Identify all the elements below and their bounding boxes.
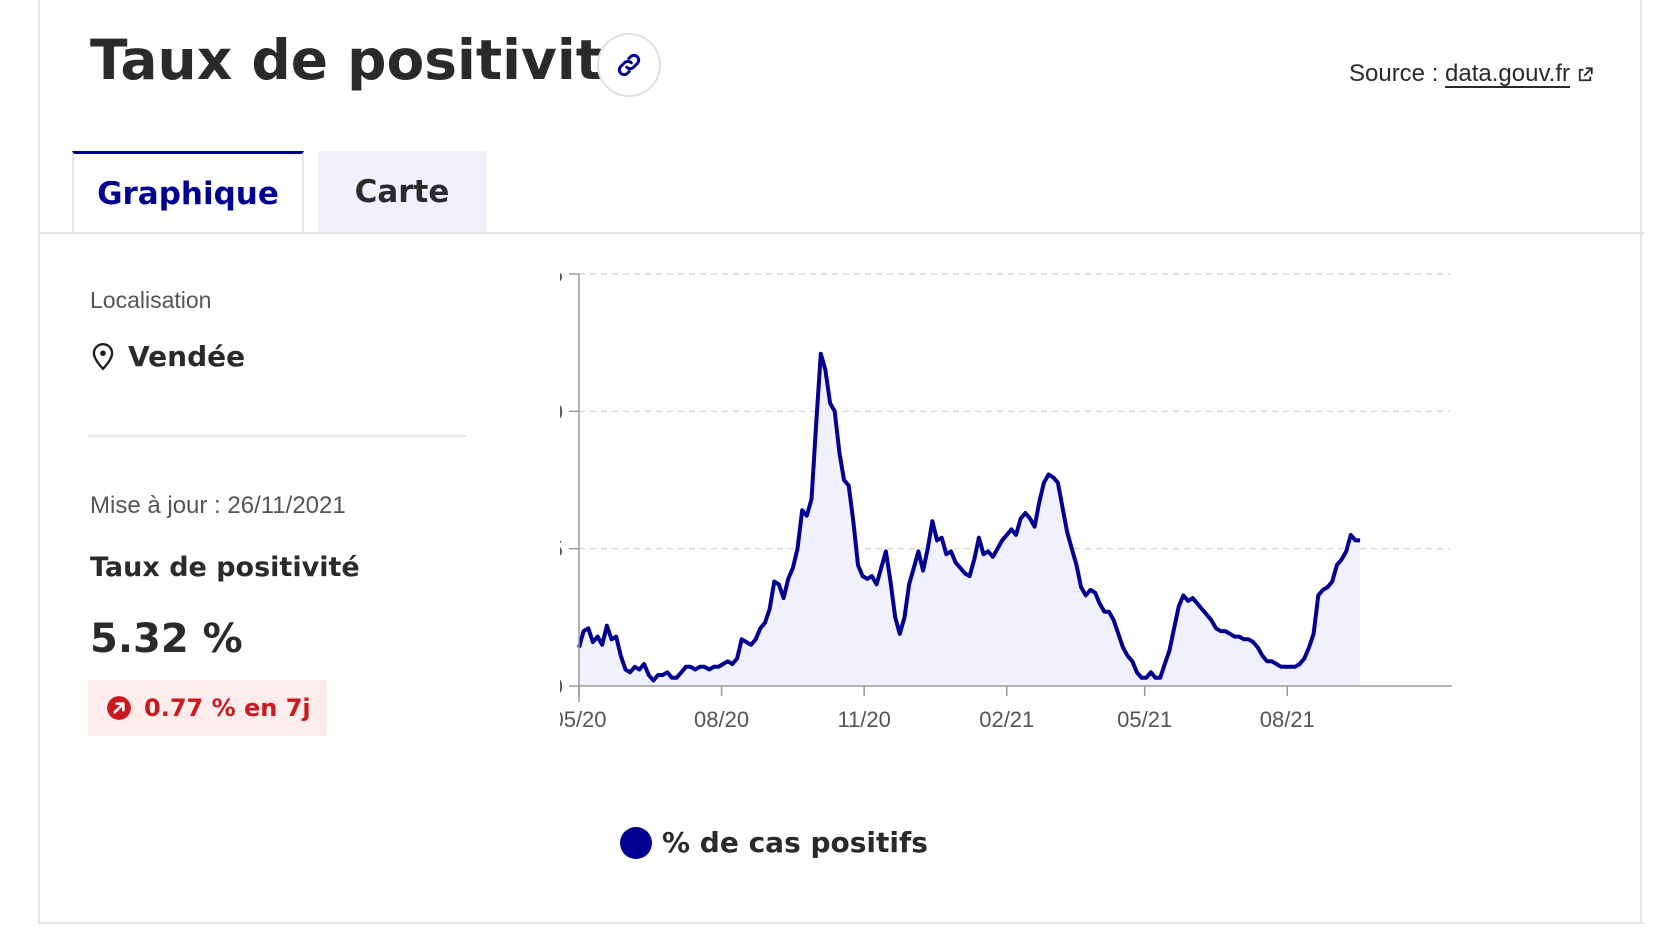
chart-area [579, 353, 1361, 686]
x-tick-label: 05/20 [560, 707, 607, 732]
tab-graphique[interactable]: Graphique [72, 151, 304, 233]
x-tick-label: 02/21 [979, 707, 1034, 732]
legend-marker [620, 826, 652, 859]
trend-text: 0.77 % en 7j [144, 694, 311, 722]
view-tabs: Graphique Carte [72, 151, 486, 233]
legend-label: % de cas positifs [662, 826, 928, 859]
page-title: Taux de positivité [90, 28, 640, 92]
update-date: Mise à jour : 26/11/2021 [90, 492, 346, 519]
map-pin-icon [92, 342, 114, 370]
link-icon [617, 53, 641, 77]
tick-labels: 0 5 10 15 05/20 08/20 11/20 02/21 05/21 08/21 [560, 270, 1315, 732]
tabs-divider [38, 232, 1644, 234]
section-divider [38, 922, 1644, 924]
positivity-chart: 0 5 10 15 05/20 08/20 11/20 02/21 05/21 08/21 [560, 270, 1452, 732]
source-attribution: Source : data.gouv.fr [1349, 60, 1594, 91]
panel-divider [88, 435, 466, 437]
indicator-label: Taux de positivité [90, 552, 360, 583]
trend-badge: 0.77 % en 7j [88, 680, 327, 736]
chart-legend: % de cas positifs [620, 826, 928, 859]
source-link[interactable]: data.gouv.fr [1445, 60, 1570, 87]
y-tick-label: 0 [560, 674, 563, 699]
location-value: Vendée [90, 340, 245, 373]
location-label: Localisation [90, 287, 212, 313]
location-name: Vendée [128, 340, 246, 373]
source-prefix: Source : [1348, 60, 1446, 87]
x-tick-label: 08/21 [1260, 707, 1315, 732]
trend-up-icon [107, 696, 131, 720]
x-tick-label: 11/20 [837, 707, 890, 732]
tab-carte[interactable]: Carte [318, 151, 486, 233]
x-tick-label: 08/20 [694, 707, 749, 732]
indicator-value: 5.32 % [90, 616, 243, 662]
chart-grid [579, 273, 1450, 550]
y-tick-label: 5 [560, 537, 563, 562]
y-tick-label: 10 [560, 399, 563, 424]
x-tick-label: 05/21 [1117, 707, 1172, 732]
y-tick-label: 15 [560, 270, 563, 287]
external-link-icon [1576, 63, 1594, 91]
copy-link-button[interactable] [597, 33, 661, 97]
series-line [577, 351, 1361, 683]
chart-axes [569, 273, 1452, 702]
